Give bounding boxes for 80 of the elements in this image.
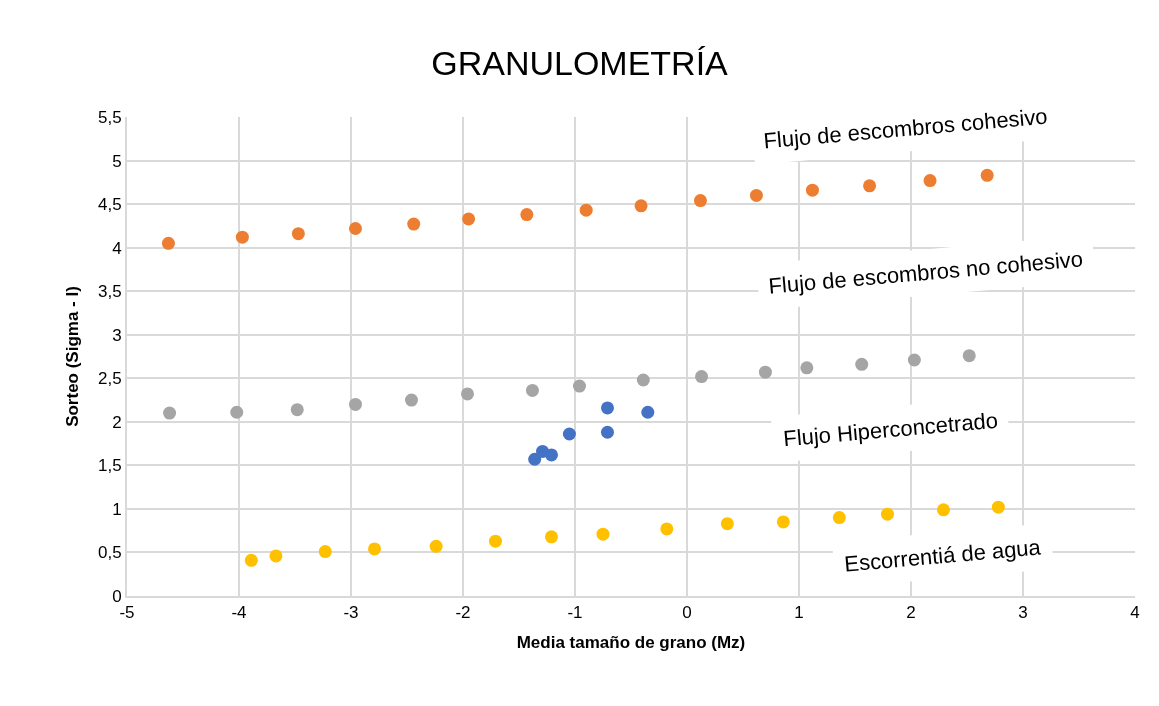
y-tick-label: 3 (112, 325, 122, 345)
point (460, 387, 474, 401)
point (880, 507, 894, 521)
point (404, 393, 418, 407)
point (636, 373, 650, 387)
point (596, 527, 610, 541)
point (544, 448, 558, 462)
y-tick-label: 1,5 (97, 456, 122, 476)
y-tick-label: 4 (112, 238, 122, 258)
x-tick-label: -1 (567, 603, 583, 623)
y-tick-label: 0 (112, 586, 122, 606)
annotation: Flujo de escombros cohesivo (762, 103, 1049, 154)
y-tick-label: 5,5 (97, 107, 122, 127)
x-tick-label: -3 (343, 603, 359, 623)
x-tick-label: -4 (231, 603, 247, 623)
y-tick-label: 4,5 (97, 195, 122, 215)
point (907, 353, 921, 367)
point (800, 361, 814, 375)
x-axis-title: Media tamaño de grano (Mz) (516, 633, 746, 653)
x-tick-label: 3 (1018, 603, 1028, 623)
point (863, 179, 877, 193)
point (544, 530, 558, 544)
point (572, 379, 586, 393)
x-tick-label: -5 (119, 603, 135, 623)
y-tick-label: 2 (112, 412, 122, 432)
y-tick-label: 5 (112, 151, 122, 171)
point (855, 357, 869, 371)
point (695, 370, 709, 384)
point (429, 539, 443, 553)
point (290, 403, 304, 417)
point (235, 230, 249, 244)
point (641, 405, 655, 419)
point (758, 365, 772, 379)
point (991, 500, 1005, 514)
x-tick-label: 4 (1130, 603, 1140, 623)
x-tick-label: -2 (455, 603, 471, 623)
point (980, 168, 994, 182)
point (923, 174, 937, 188)
x-tick-label: 1 (794, 603, 804, 623)
point (600, 425, 614, 439)
point (407, 217, 421, 231)
point (600, 401, 614, 415)
point (579, 203, 593, 217)
point (520, 208, 534, 222)
point (776, 515, 790, 529)
annotation: Flujo de escombros no cohesivo (767, 246, 1084, 299)
point (348, 221, 362, 235)
point (693, 194, 707, 208)
point (525, 383, 539, 397)
point (749, 188, 763, 202)
point (269, 549, 283, 563)
y-tick-label: 1 (112, 499, 122, 519)
point (368, 542, 382, 556)
point (936, 503, 950, 517)
point (528, 452, 542, 466)
annotation: Flujo Hiperconcetrado (782, 407, 999, 452)
chart-title: GRANULOMETRÍA (431, 44, 729, 83)
point (462, 212, 476, 226)
point (163, 406, 177, 420)
point (488, 534, 502, 548)
point (805, 183, 819, 197)
annotation: Escorrentiá de agua (843, 534, 1043, 577)
point (291, 227, 305, 241)
point (634, 199, 648, 213)
y-tick-label: 3,5 (97, 282, 122, 302)
point (161, 236, 175, 250)
point (832, 511, 846, 525)
point (720, 517, 734, 531)
x-tick-label: 2 (906, 603, 916, 623)
point (660, 522, 674, 536)
point (244, 553, 258, 567)
point (348, 397, 362, 411)
y-tick-label: 2,5 (97, 369, 122, 389)
point (962, 349, 976, 363)
point (230, 405, 244, 419)
y-tick-label: 0,5 (97, 543, 122, 563)
x-tick-label: 0 (682, 603, 692, 623)
point (318, 545, 332, 559)
point (562, 427, 576, 441)
y-axis-title: Sorteo (Sigma - I) (63, 286, 83, 427)
